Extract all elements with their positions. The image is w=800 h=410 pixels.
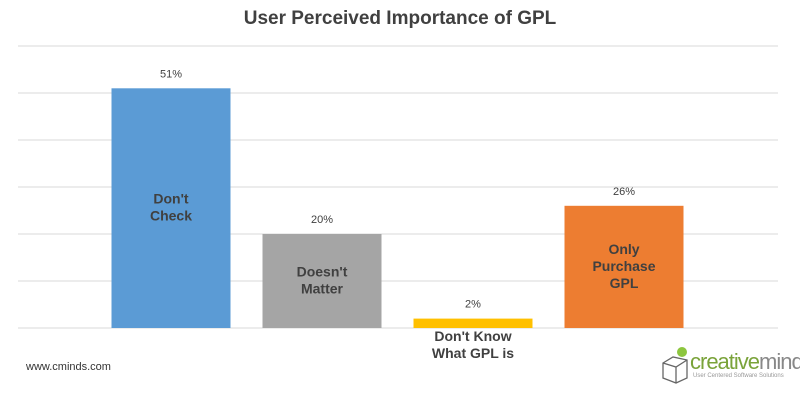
value-label: 51%	[160, 68, 182, 80]
bar	[564, 205, 684, 328]
category-label: Don't Know	[434, 328, 511, 344]
category-label: What GPL is	[432, 345, 514, 361]
chart-title: User Perceived Importance of GPL	[244, 8, 557, 29]
value-label: 2%	[465, 299, 481, 311]
creativeminds-logo: creativeminds User Centered Software Sol…	[660, 345, 800, 385]
cube-icon	[662, 347, 688, 384]
category-label: Don't	[153, 191, 189, 207]
value-label: 26%	[613, 186, 635, 198]
category-label: Matter	[301, 281, 344, 297]
logo-text-minds: minds	[759, 349, 800, 374]
logo-text-creative: creative	[690, 349, 760, 374]
category-label: Purchase	[592, 258, 655, 274]
website-url: www.cminds.com	[26, 361, 111, 373]
category-label: GPL	[610, 275, 639, 291]
value-label: 20%	[311, 214, 333, 226]
bar	[413, 318, 533, 328]
category-label: Check	[150, 208, 192, 224]
bar	[262, 234, 382, 328]
category-label: Only	[608, 241, 639, 257]
category-label: Doesn't	[297, 264, 348, 280]
logo-tagline: User Centered Software Solutions	[693, 373, 784, 379]
bar	[111, 88, 231, 328]
